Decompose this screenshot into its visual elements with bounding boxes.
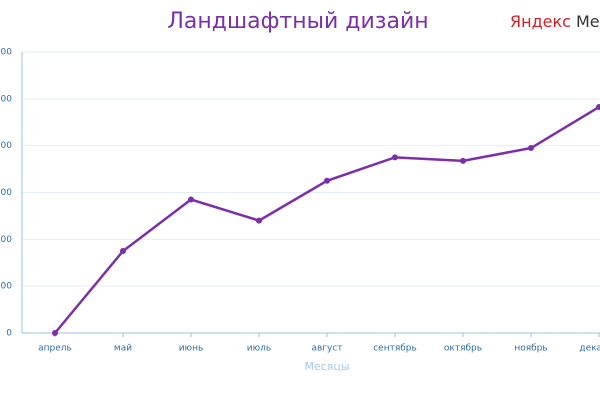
chart-title: Ландшафтный дизайн [167, 9, 428, 34]
x-tick-label: июнь [179, 344, 204, 354]
x-tick-label: май [114, 344, 132, 354]
y-tick-label: 200 [0, 282, 12, 292]
logo-part: Метрика [576, 12, 600, 31]
y-tick-label: 1000 [0, 94, 12, 104]
x-tick-label: сентябрь [373, 344, 417, 354]
y-tick-label: 0 [6, 329, 12, 339]
y-tick-label: 800 [0, 141, 12, 151]
x-tick-label: апрель [38, 344, 72, 354]
x-tick-label: июль [247, 344, 271, 354]
y-tick-label: 600 [0, 188, 12, 198]
series-line [54, 105, 600, 334]
point [120, 248, 126, 255]
point [460, 157, 466, 164]
point [52, 330, 58, 336]
point [188, 196, 194, 203]
point [528, 145, 534, 152]
x-tick-label: октябрь [444, 344, 482, 354]
x-tick-label: ноябрь [514, 344, 547, 354]
x-axis-title: Месяцы [304, 360, 349, 373]
point [324, 177, 330, 184]
y-tick-label: 1200 [0, 48, 12, 58]
logo: Яндекс Метрика [510, 12, 600, 31]
logo-part: Яндекс [510, 12, 571, 31]
point [256, 217, 262, 224]
y-tick-label: 400 [0, 235, 12, 245]
x-tick-label: декабрь [579, 344, 600, 354]
x-tick-label: август [311, 344, 342, 354]
point [392, 154, 398, 161]
point [596, 104, 600, 111]
